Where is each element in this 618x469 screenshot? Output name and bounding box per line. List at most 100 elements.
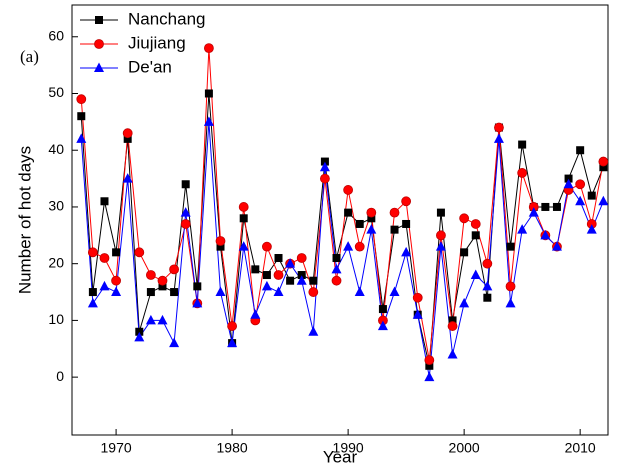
marker xyxy=(146,288,155,297)
legend-marker xyxy=(94,62,104,72)
annotation: (a) xyxy=(20,47,39,66)
marker xyxy=(425,361,434,370)
legend-label: De'an xyxy=(128,57,172,76)
marker xyxy=(111,275,121,286)
marker xyxy=(157,275,168,286)
marker xyxy=(563,178,574,189)
marker xyxy=(424,355,435,366)
marker xyxy=(505,281,516,292)
marker xyxy=(251,265,260,274)
marker xyxy=(517,224,528,234)
marker xyxy=(598,156,609,167)
marker xyxy=(135,327,144,336)
marker xyxy=(100,197,109,206)
marker xyxy=(170,288,179,297)
y-tick-label: 10 xyxy=(48,311,64,327)
marker xyxy=(262,241,272,252)
marker xyxy=(494,122,504,133)
legend-marker xyxy=(95,16,103,24)
marker xyxy=(447,321,458,331)
marker xyxy=(286,276,295,285)
marker xyxy=(401,196,412,207)
marker xyxy=(355,219,364,228)
marker xyxy=(367,214,376,223)
marker xyxy=(401,246,412,257)
marker xyxy=(389,207,400,218)
marker xyxy=(390,225,399,234)
marker xyxy=(551,241,562,251)
marker xyxy=(459,297,470,308)
marker xyxy=(575,179,586,190)
marker xyxy=(273,286,284,297)
marker xyxy=(158,282,167,291)
x-axis-title: Year xyxy=(323,447,358,466)
marker xyxy=(354,241,365,252)
marker xyxy=(460,248,469,257)
marker xyxy=(216,242,225,251)
marker xyxy=(250,309,261,319)
marker xyxy=(517,168,528,178)
x-tick-label: 1990 xyxy=(333,440,364,456)
x-tick-label: 1970 xyxy=(101,440,132,456)
marker xyxy=(238,202,249,212)
marker xyxy=(412,292,423,303)
marker xyxy=(493,133,504,143)
marker xyxy=(181,180,190,189)
marker xyxy=(447,348,458,359)
marker xyxy=(575,195,586,206)
marker xyxy=(76,133,87,143)
marker xyxy=(77,112,86,121)
marker xyxy=(436,208,445,217)
marker xyxy=(99,253,110,263)
marker xyxy=(273,270,284,280)
marker xyxy=(274,254,283,263)
marker xyxy=(378,305,387,314)
marker xyxy=(482,280,493,291)
marker xyxy=(296,275,307,285)
marker xyxy=(540,229,551,240)
marker xyxy=(157,314,168,325)
marker xyxy=(215,236,226,246)
y-tick-label: 0 xyxy=(56,368,64,384)
marker xyxy=(285,258,296,268)
marker xyxy=(296,253,307,263)
marker xyxy=(598,195,609,206)
marker xyxy=(88,288,97,297)
marker xyxy=(238,241,249,251)
x-tick-label: 1980 xyxy=(217,440,248,456)
y-tick-label: 20 xyxy=(48,254,64,270)
marker xyxy=(297,271,306,280)
marker xyxy=(215,286,226,297)
marker xyxy=(262,271,271,280)
marker xyxy=(470,219,481,229)
series-line xyxy=(80,121,604,378)
marker xyxy=(169,337,180,348)
marker xyxy=(169,264,179,275)
marker xyxy=(261,280,272,291)
legend-label: Jiujiang xyxy=(128,33,186,52)
x-tick-label: 2010 xyxy=(565,440,596,456)
marker xyxy=(343,241,354,251)
y-axis-title: Number of hot days xyxy=(15,146,34,294)
marker xyxy=(344,208,353,217)
marker xyxy=(123,134,132,143)
marker xyxy=(505,297,516,308)
y-tick-label: 50 xyxy=(48,84,64,100)
marker xyxy=(541,202,550,211)
marker xyxy=(319,161,330,172)
legend-label: Nanchang xyxy=(128,9,206,28)
marker xyxy=(587,191,596,200)
marker xyxy=(180,207,191,217)
marker xyxy=(564,174,573,183)
marker xyxy=(470,269,481,280)
legend-marker xyxy=(94,39,104,49)
marker xyxy=(459,213,470,224)
y-tick-label: 60 xyxy=(48,27,64,43)
marker xyxy=(331,263,342,274)
marker xyxy=(599,163,608,172)
marker xyxy=(308,287,319,297)
series-line xyxy=(80,93,604,366)
x-tick-label: 2000 xyxy=(449,440,480,456)
marker xyxy=(145,270,156,280)
